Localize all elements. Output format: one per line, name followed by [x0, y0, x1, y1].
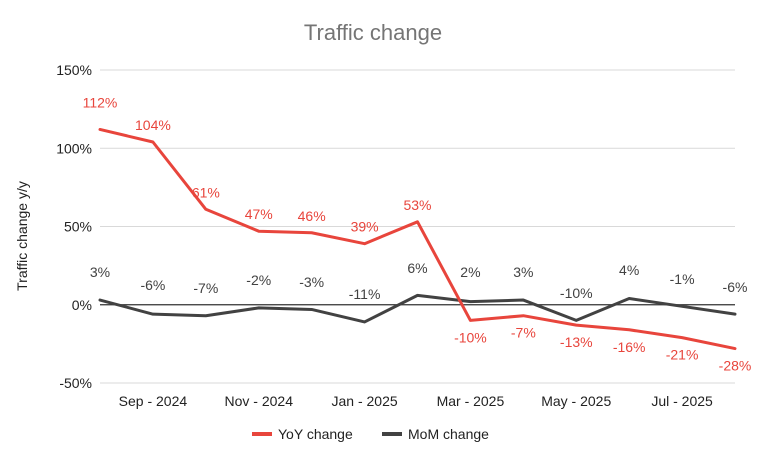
mom-data-label: -2%: [246, 272, 271, 288]
mom-change-line: [98, 293, 737, 324]
yoy-data-label: 61%: [192, 184, 220, 200]
mom-data-label: 3%: [513, 264, 533, 280]
yoy-data-label: 39%: [351, 219, 379, 235]
legend-label-mom: MoM change: [408, 426, 489, 442]
yoy-data-label: 47%: [245, 206, 273, 222]
mom-data-label: 4%: [619, 262, 639, 278]
y-tick-label: -50%: [59, 375, 92, 391]
gridlines: [100, 69, 735, 384]
mom-data-label: -7%: [193, 280, 218, 296]
x-tick-label: Jan - 2025: [331, 393, 397, 409]
x-tick-label: May - 2025: [541, 393, 611, 409]
x-tick-label: Nov - 2024: [225, 393, 294, 409]
x-tick-label: Sep - 2024: [119, 393, 188, 409]
yoy-data-label: 112%: [83, 94, 118, 110]
y-tick-label: 0%: [72, 297, 92, 313]
y-axis-title: Traffic change y/y: [14, 181, 30, 291]
mom-data-label: -3%: [299, 274, 324, 290]
mom-data-label: -11%: [349, 286, 381, 302]
mom-data-label: 2%: [460, 264, 480, 280]
x-tick-label: Mar - 2025: [437, 393, 505, 409]
mom-data-label: 6%: [407, 260, 427, 276]
yoy-data-label: -28%: [719, 358, 752, 374]
x-axis-ticks: Sep - 2024 Nov - 2024 Jan - 2025 Mar - 2025…: [119, 393, 713, 409]
y-axis-ticks: 150% 100% 50% 0% -50%: [56, 62, 92, 391]
mom-data-label: -10%: [560, 285, 593, 301]
data-labels: 112% 104% 61% 47% 46% 39% 53% -10% -7% -13% -16% -2…: [83, 94, 752, 373]
yoy-data-label: -21%: [666, 347, 699, 363]
yoy-data-label: -13%: [560, 334, 593, 350]
x-tick-label: Jul - 2025: [651, 393, 713, 409]
yoy-data-label: 46%: [298, 208, 326, 224]
legend-label-yoy: YoY change: [278, 426, 353, 442]
chart-title: Traffic change: [304, 20, 442, 45]
yoy-data-label: -16%: [613, 339, 646, 355]
yoy-data-label: -7%: [511, 325, 536, 341]
y-tick-label: 100%: [56, 140, 92, 156]
legend: YoY change MoM change: [252, 426, 489, 442]
yoy-data-label: 53%: [403, 197, 431, 213]
mom-data-label: -6%: [723, 279, 748, 295]
mom-data-label: -6%: [140, 277, 165, 293]
yoy-change-line: [98, 127, 737, 351]
mom-data-label: 3%: [90, 264, 110, 280]
yoy-data-label: -10%: [454, 329, 487, 345]
mom-data-label: -1%: [670, 271, 695, 287]
series-lines: [98, 127, 737, 351]
y-tick-label: 50%: [64, 219, 92, 235]
yoy-data-label: 104%: [135, 117, 171, 133]
y-tick-label: 150%: [56, 62, 92, 78]
